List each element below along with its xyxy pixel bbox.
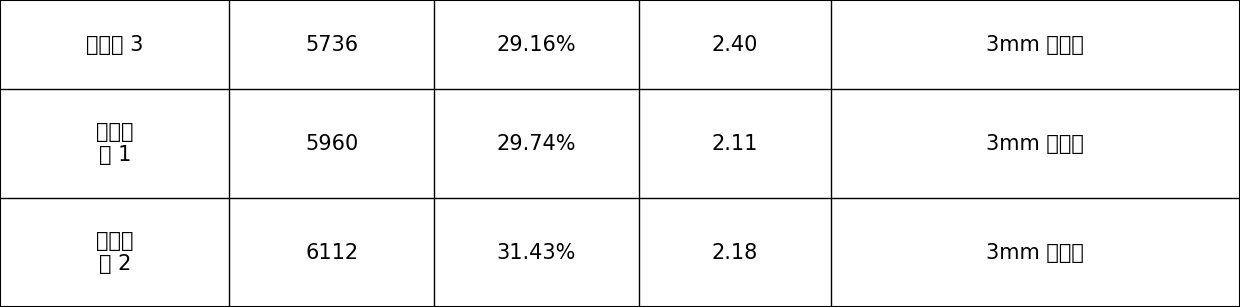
Text: 6112: 6112 — [305, 243, 358, 262]
Text: 实施例 3: 实施例 3 — [86, 34, 144, 55]
Text: 3mm 无裂纹: 3mm 无裂纹 — [987, 34, 1084, 55]
Text: 3mm 无裂纹: 3mm 无裂纹 — [987, 243, 1084, 262]
Text: 29.16%: 29.16% — [496, 34, 577, 55]
Text: 31.43%: 31.43% — [496, 243, 577, 262]
Text: 3mm 无裂纹: 3mm 无裂纹 — [987, 134, 1084, 154]
Text: 5736: 5736 — [305, 34, 358, 55]
Text: 29.74%: 29.74% — [496, 134, 577, 154]
Text: 2.18: 2.18 — [712, 243, 758, 262]
Text: 2.40: 2.40 — [712, 34, 758, 55]
Text: 5960: 5960 — [305, 134, 358, 154]
Text: 国外牌
号 2: 国外牌 号 2 — [95, 231, 134, 274]
Text: 2.11: 2.11 — [712, 134, 758, 154]
Text: 国内牌
号 1: 国内牌 号 1 — [95, 122, 134, 165]
